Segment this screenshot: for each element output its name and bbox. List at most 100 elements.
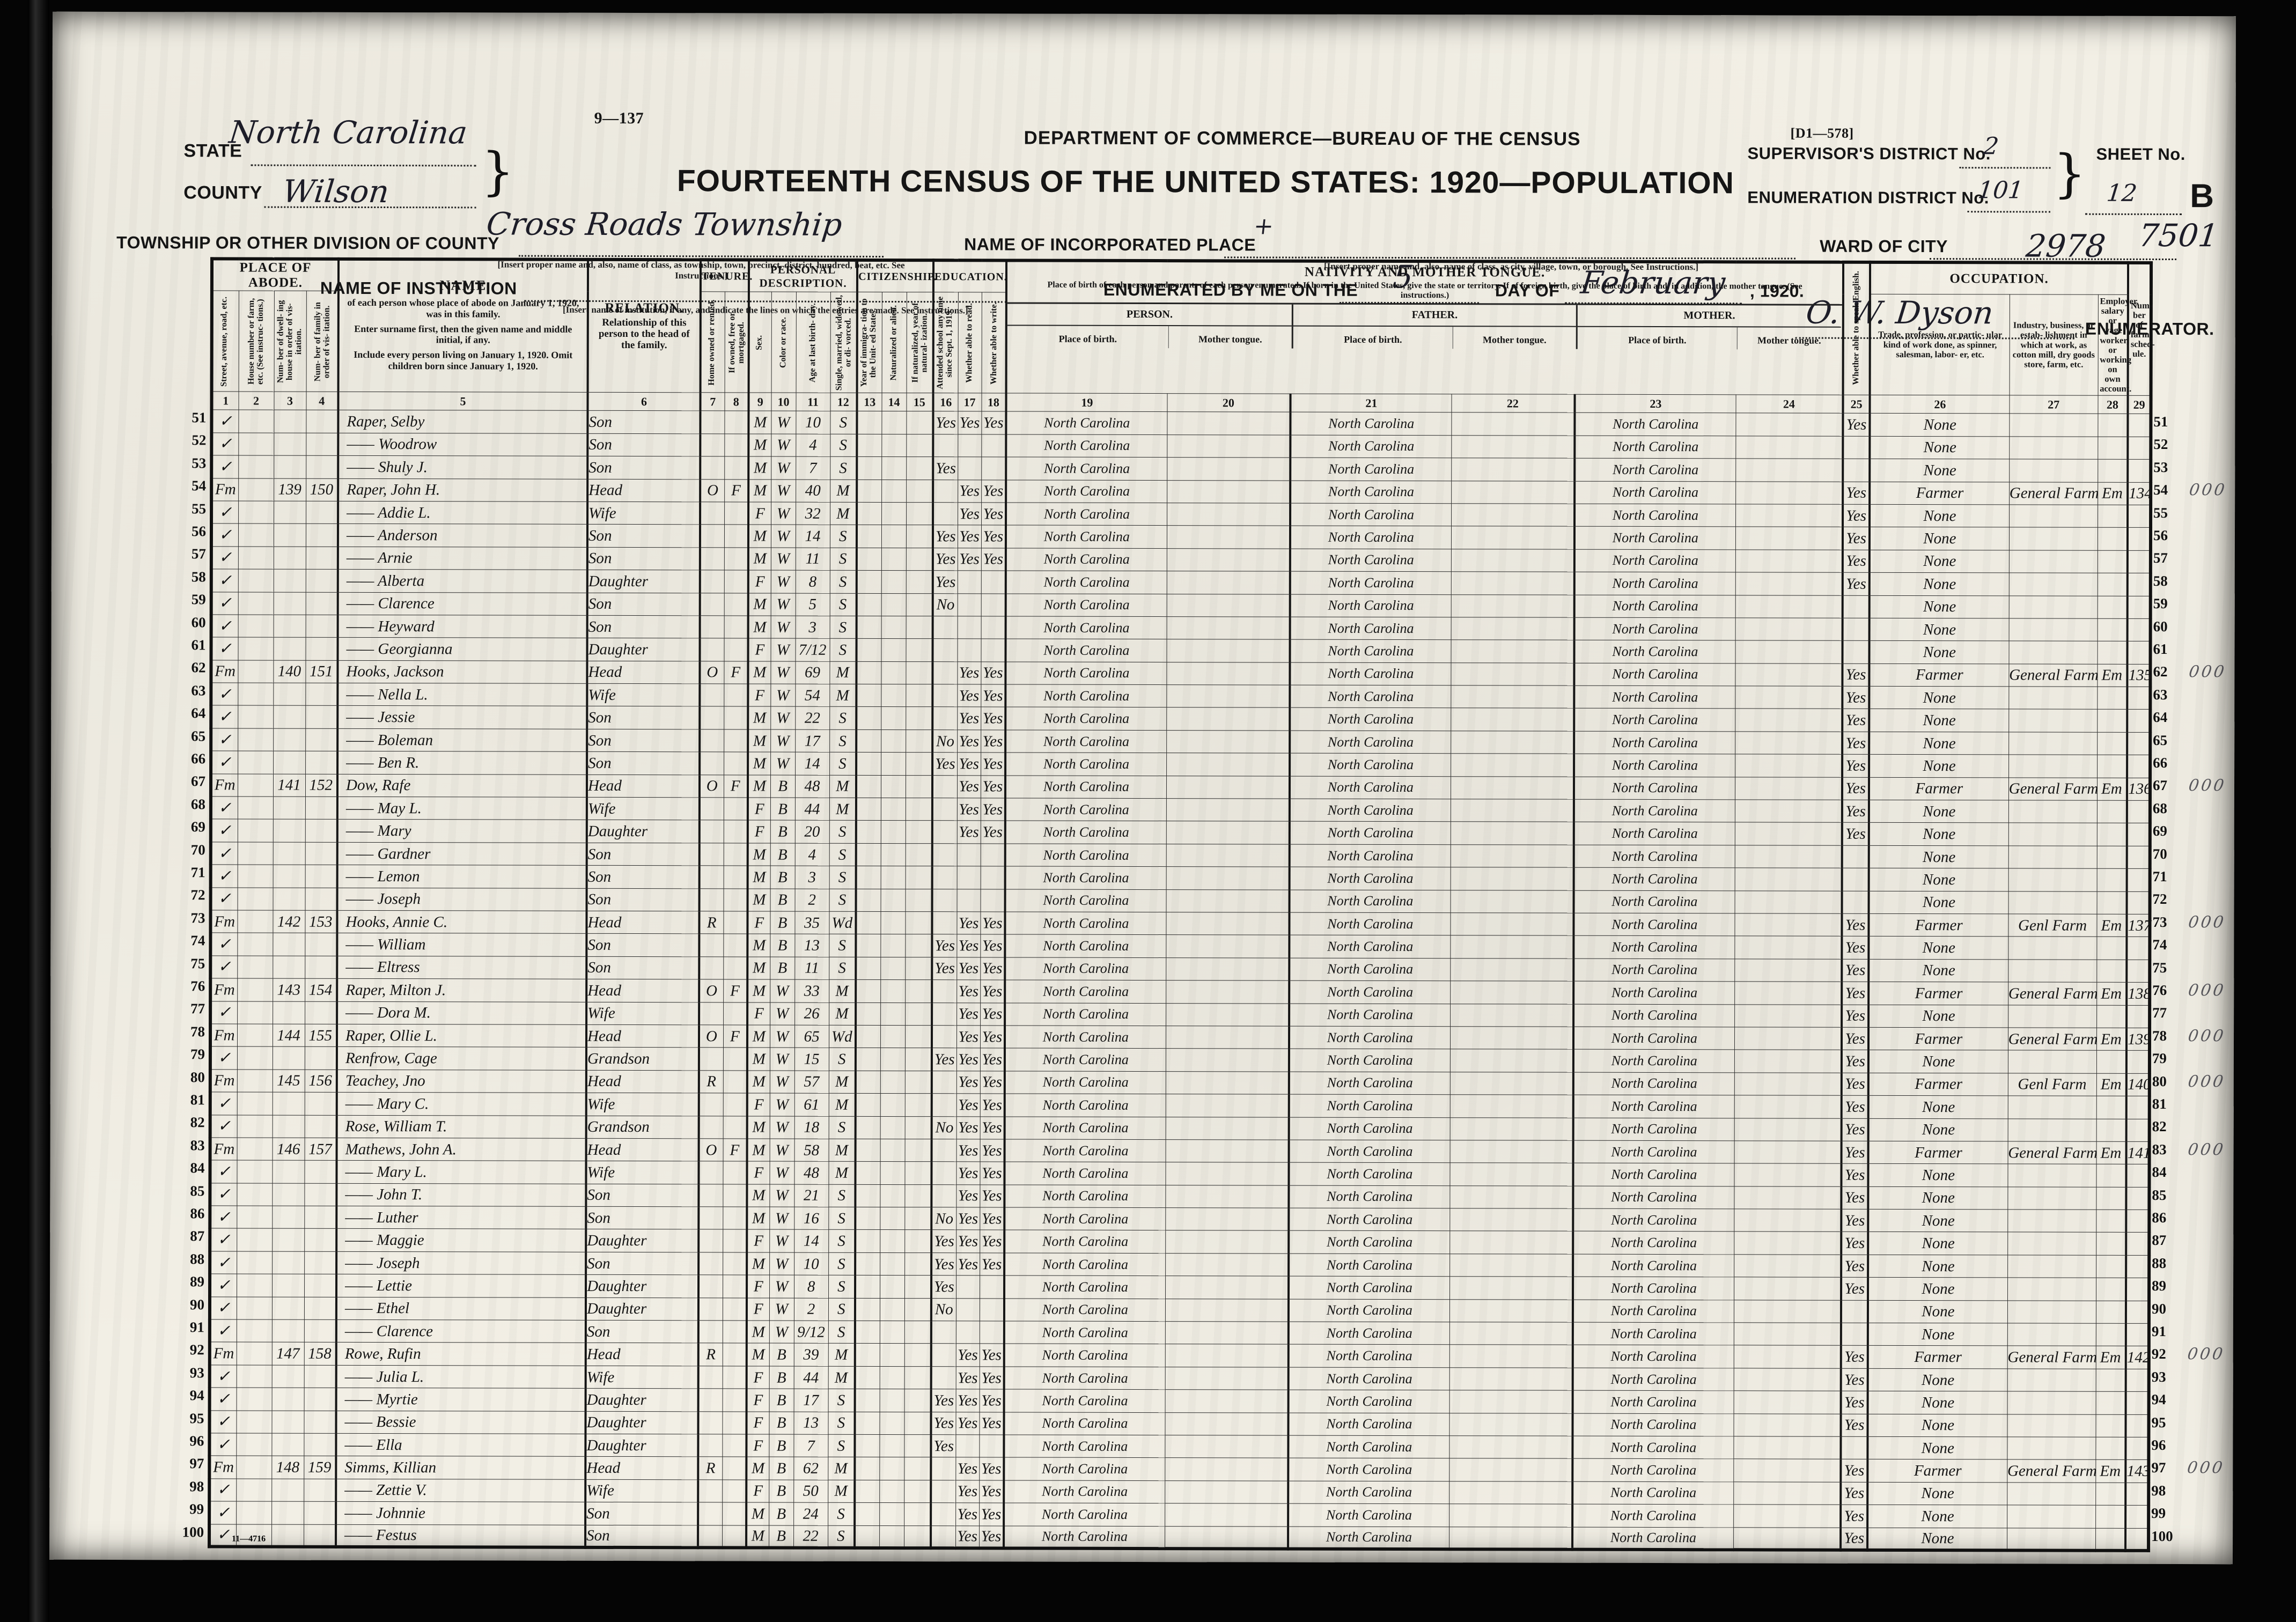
col-num-15: 15 — [906, 393, 933, 412]
cell-col-16 — [931, 1480, 956, 1503]
cell-col-5: —— Zettie V. — [336, 1479, 586, 1502]
cell-col-15 — [906, 525, 933, 548]
cell-col-14 — [881, 638, 906, 662]
line-number-left: 97 — [189, 1455, 204, 1472]
cell-col-1: ✓ — [209, 1501, 237, 1524]
cell-col-23: North Carolina — [1574, 685, 1735, 709]
cell-col-1: ✓ — [209, 1388, 237, 1411]
cell-col-22 — [1451, 526, 1575, 549]
cell-col-26: Farmer — [1867, 1459, 2007, 1483]
cell-col-4 — [305, 865, 337, 888]
cell-col-9: F — [747, 1161, 770, 1184]
cell-col-8 — [724, 570, 748, 593]
cell-col-11: 32 — [796, 502, 830, 525]
cell-col-29 — [2126, 1096, 2150, 1119]
cell-col-13 — [856, 775, 881, 798]
cell-col-19: North Carolina — [1004, 1230, 1166, 1254]
cell-col-2 — [237, 773, 274, 797]
table-row: ✓ —— Johnnie Son M B 24 S Yes Yes North Carolina N… — [209, 1501, 2149, 1528]
cell-col-10: W — [769, 1184, 794, 1207]
cell-col-7 — [699, 934, 724, 957]
cell-col-21: North Carolina — [1290, 480, 1452, 504]
cell-col-3 — [273, 797, 305, 820]
cell-col-19: North Carolina — [1005, 957, 1166, 980]
cell-col-9: F — [746, 1389, 769, 1412]
cell-col-1: ✓ — [210, 1183, 237, 1206]
cell-col-24 — [1735, 685, 1843, 709]
table-row: ✓ —— Lemon Son M B 3 S North Carolina North Caro… — [210, 865, 2150, 892]
cell-col-5: —— May L. — [337, 797, 587, 820]
cell-col-21: North Carolina — [1288, 1322, 1450, 1345]
cell-col-24 — [1734, 959, 1842, 982]
cell-col-2 — [238, 432, 274, 456]
cell-col-8 — [722, 1502, 747, 1525]
cell-col-1: ✓ — [210, 842, 238, 865]
table-row: ✓ —— Mary L. Wife F W 48 M Yes Yes North Carolina… — [210, 1160, 2150, 1188]
cell-col-7: O — [699, 1024, 724, 1048]
line-number-left: 63 — [191, 682, 206, 699]
cell-col-6: Head — [586, 1024, 700, 1048]
col-head-15: If naturalized, year of natural- ization… — [906, 292, 933, 394]
cell-col-23: North Carolina — [1574, 594, 1735, 618]
cell-col-5: Raper, Ollie L. — [337, 1024, 587, 1048]
col-head-18: Whether able to write. — [981, 292, 1007, 394]
cell-col-24 — [1735, 572, 1843, 595]
cell-col-7 — [698, 1502, 723, 1525]
line-number-right: 98 — [2151, 1482, 2166, 1499]
cell-col-14 — [881, 684, 906, 707]
cell-col-8 — [724, 525, 749, 548]
cell-col-4 — [305, 819, 337, 843]
cell-col-20 — [1166, 980, 1290, 1004]
cell-col-8 — [724, 683, 748, 707]
cell-col-3: 145 — [272, 1069, 305, 1093]
cell-col-14 — [880, 1025, 906, 1048]
cell-col-13 — [855, 1457, 880, 1480]
cell-col-27 — [2007, 1096, 2096, 1119]
cell-col-18: Yes — [980, 1093, 1005, 1117]
cell-col-21: North Carolina — [1290, 458, 1452, 481]
col-head-11: Age at last birth- day. — [796, 292, 830, 393]
cell-col-26: Farmer — [1868, 982, 2008, 1005]
cell-col-18: Yes — [980, 934, 1005, 957]
cell-col-21: North Carolina — [1289, 935, 1451, 959]
cell-col-27 — [2008, 1050, 2097, 1073]
cell-col-16: Yes — [932, 548, 958, 571]
cell-col-20 — [1166, 844, 1290, 867]
cell-col-28 — [2097, 641, 2128, 665]
cell-col-7 — [698, 1411, 723, 1434]
cell-col-14 — [880, 979, 906, 1003]
cell-col-29 — [2127, 641, 2151, 665]
cell-col-2 — [237, 1001, 273, 1024]
cell-col-14 — [881, 752, 906, 776]
cell-col-17: Yes — [956, 1093, 980, 1117]
cell-col-1: ✓ — [210, 1160, 237, 1183]
table-row: ✓ —— Anderson Son M W 14 S Yes Yes Yes North Carol… — [211, 524, 2151, 551]
table-row: ✓ —— Ella Daughter F B 7 S Yes North Carolina Nor… — [209, 1433, 2149, 1460]
cell-col-14 — [880, 1207, 905, 1230]
cell-col-4 — [304, 1365, 336, 1388]
table-row: ✓ —— Boleman Son M W 17 S No Yes Yes North Carolin… — [211, 728, 2151, 755]
cell-col-2 — [236, 1478, 272, 1502]
cell-col-18: Yes — [979, 1457, 1004, 1480]
cell-col-12: Wd — [829, 911, 856, 934]
cell-col-20 — [1165, 1321, 1289, 1345]
cell-col-22 — [1449, 1390, 1573, 1413]
census-sheet: 9—137 DEPARTMENT OF COMMERCE—BUREAU OF T… — [49, 11, 2236, 1565]
cell-col-1: ✓ — [211, 592, 238, 615]
cell-col-1: ✓ — [210, 933, 238, 956]
cell-col-21: North Carolina — [1290, 639, 1451, 663]
cell-col-9: M — [747, 979, 770, 1002]
cell-col-7 — [698, 1116, 723, 1139]
cell-col-5: —— Jessie — [337, 705, 587, 729]
supervisor-line — [1959, 167, 2051, 169]
cell-col-10: B — [769, 1502, 794, 1525]
cell-col-21: North Carolina — [1289, 1049, 1451, 1072]
cell-col-15 — [906, 775, 933, 798]
cell-col-10: B — [769, 1434, 794, 1457]
cell-col-26: None — [1869, 732, 2009, 755]
cell-col-18: Yes — [981, 684, 1006, 707]
cell-col-6: Daughter — [586, 820, 700, 843]
cell-col-17 — [955, 1298, 980, 1321]
cell-col-28 — [2096, 868, 2127, 891]
cell-col-16 — [931, 1525, 956, 1549]
